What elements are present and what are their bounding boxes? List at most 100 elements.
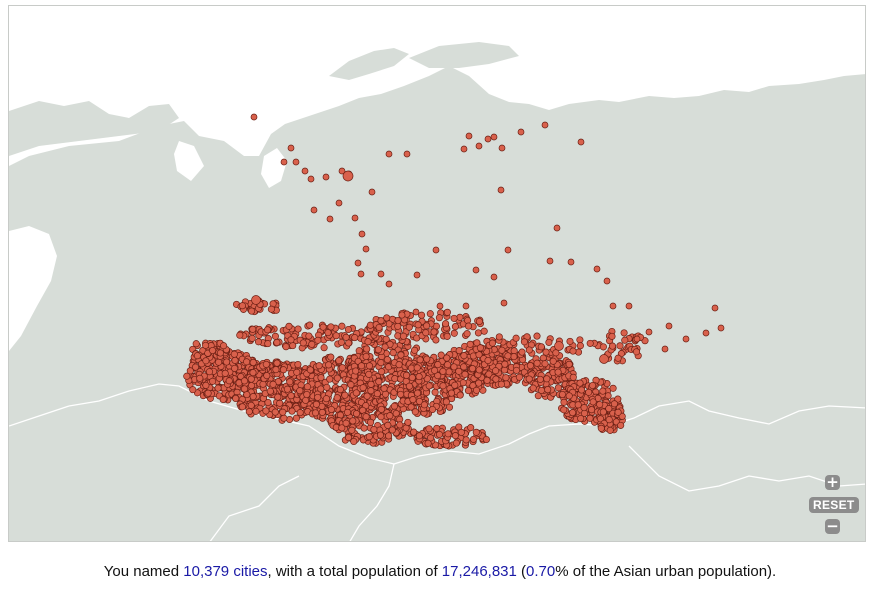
city-marker[interactable] [450,329,458,337]
city-marker[interactable] [567,258,575,266]
city-marker[interactable] [416,356,424,364]
city-marker[interactable] [537,386,546,394]
city-marker[interactable] [314,336,322,344]
city-marker[interactable] [403,150,411,158]
city-marker[interactable] [209,346,217,355]
city-marker[interactable] [577,414,585,423]
city-marker[interactable] [245,408,253,416]
city-marker[interactable] [374,346,382,354]
city-marker[interactable] [342,170,354,182]
city-marker[interactable] [375,378,383,386]
city-marker[interactable] [383,356,391,364]
city-marker[interactable] [472,386,481,394]
city-marker[interactable] [407,403,415,411]
city-marker[interactable] [214,384,222,392]
city-marker[interactable] [196,374,204,382]
city-marker[interactable] [543,375,551,383]
city-marker[interactable] [466,340,474,348]
city-marker[interactable] [451,381,459,389]
city-marker[interactable] [585,388,593,396]
city-marker[interactable] [271,332,279,340]
city-marker[interactable] [512,334,520,342]
city-marker[interactable] [399,332,408,340]
city-marker[interactable] [287,144,295,152]
city-marker[interactable] [314,393,322,401]
city-marker[interactable] [362,245,370,253]
city-marker[interactable] [308,340,316,348]
city-marker[interactable] [264,398,272,407]
city-marker[interactable] [296,387,304,395]
city-marker[interactable] [633,335,641,343]
city-marker[interactable] [518,348,526,356]
city-marker[interactable] [405,382,413,390]
city-marker[interactable] [367,418,375,426]
city-marker[interactable] [324,329,332,337]
city-marker[interactable] [326,375,334,383]
city-marker[interactable] [437,351,445,359]
city-marker[interactable] [455,347,463,355]
city-marker[interactable] [483,376,491,384]
city-marker[interactable] [383,314,391,322]
city-marker[interactable] [319,323,327,331]
city-marker[interactable] [510,353,518,361]
city-marker[interactable] [497,186,505,194]
city-marker[interactable] [616,342,624,350]
city-marker[interactable] [344,325,352,334]
city-marker[interactable] [442,398,450,406]
city-marker[interactable] [215,358,223,366]
city-marker[interactable] [504,246,512,254]
city-marker[interactable] [363,345,371,353]
city-marker[interactable] [352,410,361,418]
map-view[interactable]: + RESET − [8,5,866,542]
city-marker[interactable] [536,375,544,383]
city-marker[interactable] [610,400,618,408]
city-marker[interactable] [238,302,246,310]
city-marker[interactable] [645,328,653,336]
city-marker[interactable] [391,375,399,383]
city-marker[interactable] [542,348,550,356]
city-marker[interactable] [576,342,584,350]
city-marker[interactable] [366,321,374,329]
city-marker[interactable] [426,310,434,318]
city-marker[interactable] [325,361,333,369]
city-marker[interactable] [444,430,452,438]
city-marker[interactable] [609,384,617,392]
city-marker[interactable] [443,308,451,316]
city-marker[interactable] [456,391,464,399]
city-marker[interactable] [569,347,577,355]
city-marker[interactable] [338,167,346,175]
city-marker[interactable] [365,370,373,378]
city-marker[interactable] [385,320,393,328]
city-marker[interactable] [347,381,355,389]
city-marker[interactable] [482,435,490,444]
city-marker[interactable] [620,329,628,337]
city-marker[interactable] [395,361,403,369]
city-marker[interactable] [599,354,609,364]
city-marker[interactable] [434,372,442,380]
city-marker[interactable] [287,336,295,344]
city-marker[interactable] [280,158,288,166]
city-marker[interactable] [398,311,406,319]
city-marker[interactable] [661,345,669,353]
city-marker[interactable] [236,331,244,339]
city-marker[interactable] [192,340,200,348]
city-marker[interactable] [337,338,345,346]
city-marker[interactable] [500,299,508,307]
city-marker[interactable] [447,389,456,397]
city-marker[interactable] [305,332,313,340]
city-marker[interactable] [475,379,483,387]
city-marker[interactable] [293,368,301,376]
city-marker[interactable] [472,428,480,436]
city-marker[interactable] [546,257,554,265]
city-marker[interactable] [614,354,622,362]
city-marker[interactable] [355,347,363,355]
city-marker[interactable] [327,405,335,414]
city-marker[interactable] [302,396,310,404]
city-marker[interactable] [593,265,601,273]
city-marker[interactable] [349,417,357,425]
city-marker[interactable] [702,329,710,337]
city-marker[interactable] [186,367,194,375]
city-marker[interactable] [385,432,393,440]
city-marker[interactable] [342,333,350,341]
city-marker[interactable] [420,401,428,409]
